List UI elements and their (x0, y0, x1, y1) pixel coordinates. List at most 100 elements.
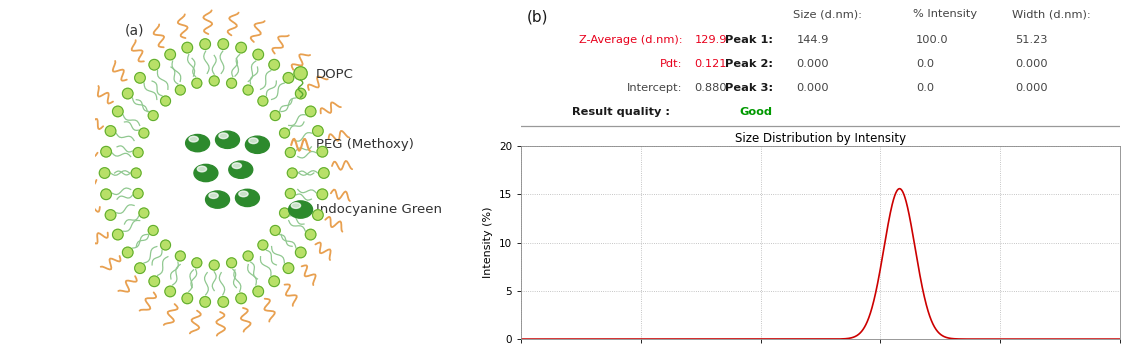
Circle shape (101, 189, 112, 200)
Text: 0.880: 0.880 (694, 83, 727, 93)
Circle shape (243, 85, 253, 95)
Circle shape (235, 42, 247, 53)
Circle shape (101, 146, 112, 157)
Circle shape (135, 263, 145, 273)
Circle shape (148, 111, 158, 120)
Circle shape (165, 49, 175, 60)
Ellipse shape (185, 135, 209, 152)
Circle shape (317, 189, 328, 200)
Circle shape (141, 100, 287, 246)
Ellipse shape (189, 136, 198, 142)
Circle shape (285, 147, 295, 157)
Circle shape (295, 88, 307, 99)
Circle shape (165, 286, 175, 297)
Circle shape (287, 168, 297, 178)
Circle shape (209, 76, 219, 86)
Circle shape (100, 168, 110, 178)
Circle shape (209, 260, 219, 270)
Ellipse shape (239, 191, 248, 197)
Text: 100.0: 100.0 (916, 35, 949, 45)
Circle shape (139, 208, 149, 218)
Text: (a): (a) (124, 24, 144, 37)
Circle shape (317, 146, 328, 157)
Circle shape (161, 96, 171, 106)
Text: 0.000: 0.000 (1015, 83, 1047, 93)
Text: Result quality :: Result quality : (572, 107, 670, 117)
Circle shape (312, 126, 323, 136)
Ellipse shape (209, 193, 218, 198)
Ellipse shape (206, 191, 230, 208)
Circle shape (269, 60, 279, 70)
Circle shape (122, 88, 133, 99)
Ellipse shape (232, 163, 241, 169)
Circle shape (192, 78, 201, 88)
Circle shape (182, 293, 192, 304)
Text: Peak 1:: Peak 1: (725, 35, 772, 45)
Circle shape (226, 258, 236, 268)
Text: 0.0: 0.0 (916, 83, 934, 93)
Circle shape (161, 240, 171, 250)
Circle shape (295, 247, 307, 258)
Text: (b): (b) (527, 9, 549, 25)
Circle shape (270, 226, 280, 235)
Circle shape (270, 111, 280, 120)
Circle shape (149, 276, 159, 286)
Text: Size (d.nm):: Size (d.nm): (794, 9, 863, 19)
Circle shape (283, 73, 294, 83)
Circle shape (283, 263, 294, 273)
Ellipse shape (288, 201, 312, 218)
Circle shape (133, 189, 144, 199)
Circle shape (105, 126, 115, 136)
Text: 0.000: 0.000 (796, 59, 829, 69)
Text: 144.9: 144.9 (796, 35, 829, 45)
Circle shape (279, 128, 290, 138)
Text: % Intensity: % Intensity (913, 9, 977, 19)
Text: 129.9: 129.9 (694, 35, 727, 45)
Ellipse shape (219, 133, 228, 139)
Circle shape (133, 147, 144, 157)
Ellipse shape (228, 161, 252, 178)
Circle shape (182, 42, 192, 53)
Circle shape (200, 39, 210, 49)
Text: 0.000: 0.000 (1015, 59, 1047, 69)
Circle shape (294, 67, 308, 80)
Title: Size Distribution by Intensity: Size Distribution by Intensity (735, 132, 906, 145)
Circle shape (258, 240, 268, 250)
Circle shape (319, 168, 329, 178)
Circle shape (139, 128, 149, 138)
Circle shape (305, 106, 316, 117)
Text: 51.23: 51.23 (1015, 35, 1047, 45)
Ellipse shape (245, 136, 269, 153)
Ellipse shape (292, 203, 301, 208)
Text: 0.121: 0.121 (694, 59, 727, 69)
Text: DOPC: DOPC (316, 67, 353, 81)
Circle shape (148, 226, 158, 235)
Ellipse shape (216, 131, 240, 148)
Text: Intercept:: Intercept: (628, 83, 683, 93)
Circle shape (112, 106, 123, 117)
Text: Pdt:: Pdt: (661, 59, 683, 69)
Text: Peak 3:: Peak 3: (725, 83, 772, 93)
Text: 0.000: 0.000 (796, 83, 829, 93)
Circle shape (285, 189, 295, 199)
Text: Indocyanine Green: Indocyanine Green (316, 203, 441, 216)
Circle shape (269, 276, 279, 286)
Circle shape (112, 229, 123, 240)
Circle shape (305, 229, 316, 240)
Ellipse shape (235, 189, 259, 207)
Circle shape (218, 39, 228, 49)
Circle shape (218, 297, 228, 307)
Circle shape (226, 78, 236, 88)
Text: Z-Average (d.nm):: Z-Average (d.nm): (579, 35, 683, 45)
Text: PEG (Methoxy): PEG (Methoxy) (316, 138, 414, 151)
Circle shape (135, 73, 145, 83)
Circle shape (175, 85, 185, 95)
Circle shape (243, 251, 253, 261)
Ellipse shape (249, 138, 258, 144)
Circle shape (122, 247, 133, 258)
Circle shape (175, 251, 185, 261)
Text: 0.0: 0.0 (916, 59, 934, 69)
Circle shape (253, 286, 264, 297)
Y-axis label: Intensity (%): Intensity (%) (483, 207, 493, 279)
Ellipse shape (193, 164, 218, 182)
